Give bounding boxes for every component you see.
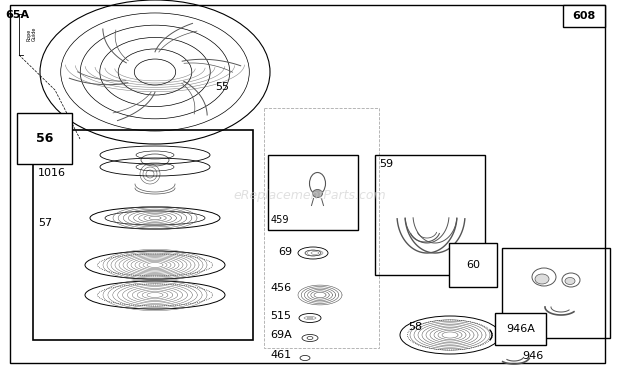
Ellipse shape — [565, 278, 575, 285]
Bar — [502, 248, 610, 338]
Text: 55: 55 — [215, 82, 229, 92]
Text: 461: 461 — [270, 350, 291, 360]
Text: Rope
Guide: Rope Guide — [26, 27, 37, 41]
Bar — [563, 5, 605, 27]
Text: 459: 459 — [271, 215, 290, 225]
Text: 1016: 1016 — [38, 168, 66, 178]
Text: 515: 515 — [270, 311, 291, 321]
Text: 57: 57 — [38, 218, 52, 228]
Text: 608: 608 — [572, 11, 596, 21]
Text: 69A: 69A — [270, 330, 292, 340]
Text: 59: 59 — [379, 159, 393, 169]
Text: 65A: 65A — [5, 10, 29, 20]
Ellipse shape — [535, 274, 549, 284]
Text: 946: 946 — [522, 351, 543, 361]
Text: 69: 69 — [278, 247, 292, 257]
Bar — [33, 130, 253, 340]
Text: 60: 60 — [466, 260, 480, 270]
Ellipse shape — [312, 189, 322, 198]
Text: 456: 456 — [270, 283, 291, 293]
Text: eReplacementParts.com: eReplacementParts.com — [234, 189, 386, 201]
Text: 56: 56 — [36, 132, 53, 145]
Text: 58: 58 — [408, 322, 422, 332]
Bar — [375, 155, 485, 275]
Text: 946A: 946A — [506, 324, 535, 334]
Bar — [268, 155, 358, 230]
Bar — [264, 108, 379, 348]
